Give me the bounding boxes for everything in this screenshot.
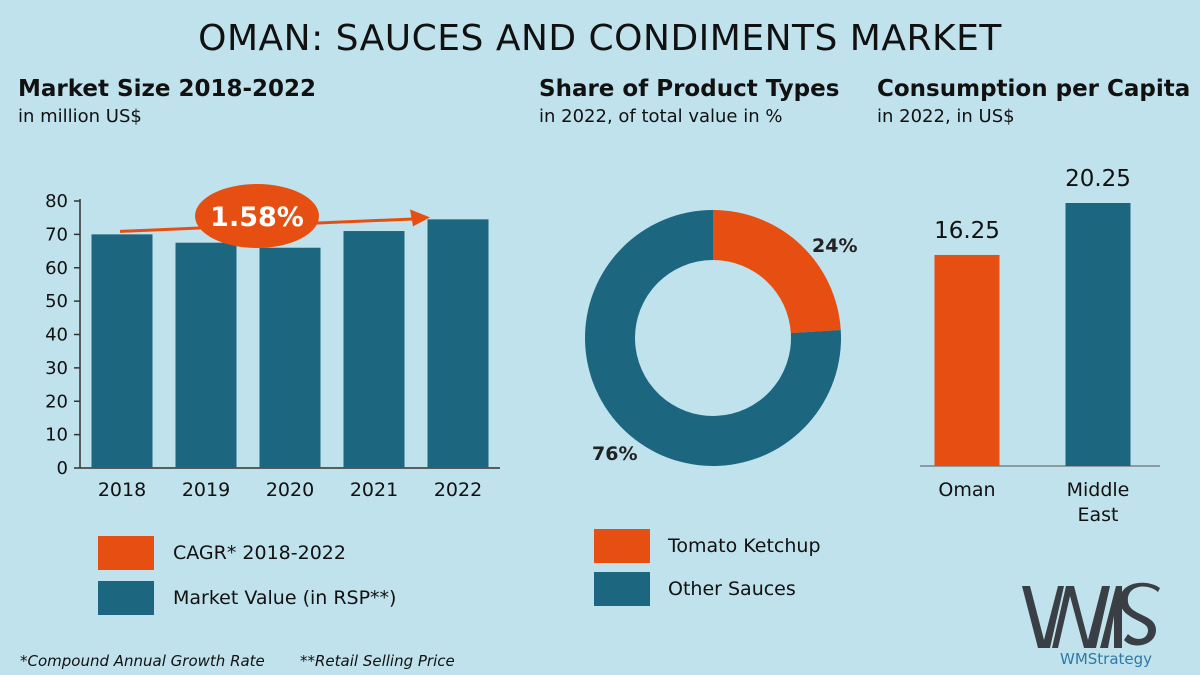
capita-value-label: 16.25 — [934, 218, 1000, 244]
main-title: OMAN: SAUCES AND CONDIMENTS MARKET — [198, 18, 1002, 59]
market-bar-2019 — [175, 242, 237, 468]
capita-category-label: East — [1078, 504, 1119, 526]
y-tick-label: 50 — [45, 291, 68, 312]
footnote-rsp: **Retail Selling Price — [300, 652, 455, 670]
capita-category-label: Oman — [938, 479, 995, 501]
y-tick-label: 70 — [45, 224, 68, 245]
capita-value-label: 20.25 — [1065, 166, 1131, 192]
y-tick-label: 10 — [45, 425, 68, 446]
footnote-cagr: *Compound Annual Growth Rate — [20, 652, 265, 670]
legend-swatch-tomato-ketchup — [594, 529, 650, 563]
x-tick-label: 2018 — [98, 479, 146, 501]
per-capita-chart: 16.25 Oman 20.25 Middle East — [920, 166, 1160, 526]
share-title: Share of Product Types — [539, 76, 840, 102]
per-capita-subtitle: in 2022, in US$ — [877, 106, 1015, 127]
y-tick-label: 60 — [45, 258, 68, 279]
market-size-chart: 0 10 20 30 40 50 60 70 80 2018 2019 2020 2021 2022 1.5… — [45, 184, 500, 501]
slice-label-other-sauces: 76% — [592, 443, 637, 465]
legend-swatch-market-value — [98, 581, 154, 615]
x-tick-label: 2019 — [182, 479, 230, 501]
market-size-subtitle: in million US$ — [18, 106, 142, 127]
y-tick-label: 20 — [45, 391, 68, 412]
cagr-label: 1.58% — [210, 202, 304, 233]
share-subtitle: in 2022, of total value in % — [539, 106, 783, 127]
share-donut-chart: 24% 76% — [585, 210, 857, 467]
capita-bar-middle-east — [1065, 203, 1131, 466]
cagr-arrow-head — [410, 209, 430, 227]
x-tick-label: 2020 — [266, 479, 314, 501]
donut-slice-tomato-ketchup — [713, 210, 841, 334]
legend-swatch-cagr — [98, 536, 154, 570]
legend-label-market-value: Market Value (in RSP**) — [173, 587, 397, 609]
market-bar-2020 — [259, 247, 321, 468]
x-tick-label: 2021 — [350, 479, 398, 501]
y-tick-label: 80 — [45, 191, 68, 212]
market-bar-2021 — [343, 231, 405, 468]
wms-logo-icon — [1022, 582, 1160, 648]
y-tick-label: 30 — [45, 358, 68, 379]
slice-label-tomato-ketchup: 24% — [812, 235, 857, 257]
market-size-title: Market Size 2018-2022 — [18, 76, 317, 102]
capita-category-label: Middle — [1067, 479, 1130, 501]
donut-slice-other-sauces — [585, 210, 841, 467]
per-capita-title: Consumption per Capita — [877, 76, 1191, 102]
x-tick-label: 2022 — [434, 479, 482, 501]
market-bar-2018 — [91, 234, 153, 468]
legend-swatch-other-sauces — [594, 572, 650, 606]
y-tick-label: 40 — [45, 325, 68, 346]
legend-label-other-sauces: Other Sauces — [668, 578, 796, 600]
legend-label-cagr: CAGR* 2018-2022 — [173, 542, 346, 564]
y-tick-label: 0 — [57, 458, 68, 479]
wms-logo-text: WMStrategy — [1060, 650, 1153, 668]
cagr-ellipse — [195, 184, 319, 249]
legend-label-tomato-ketchup: Tomato Ketchup — [668, 535, 821, 557]
market-bar-2022 — [427, 219, 489, 468]
capita-bar-oman — [934, 254, 1000, 466]
